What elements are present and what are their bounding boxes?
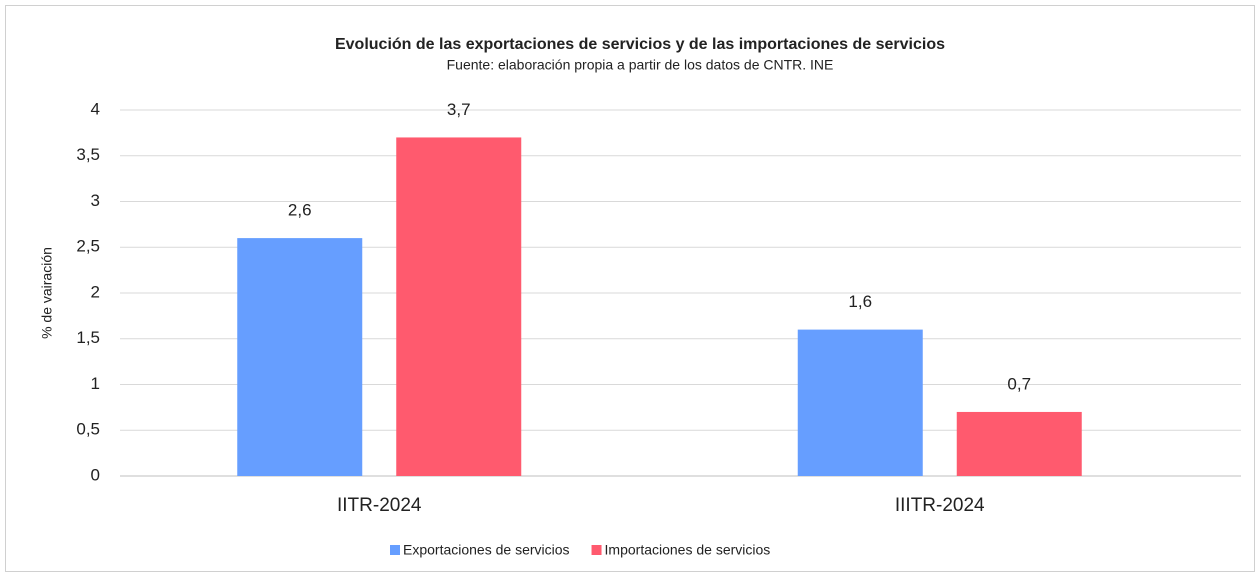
data-label: 2,6 xyxy=(288,201,312,220)
legend-label: Exportaciones de servicios xyxy=(403,542,570,558)
legend-swatch xyxy=(591,545,602,555)
y-tick-label: 2 xyxy=(91,282,100,301)
y-tick-label: 4 xyxy=(91,99,100,118)
y-axis-label: % de vairación xyxy=(39,247,55,339)
data-label: 1,6 xyxy=(848,292,872,311)
y-tick-label: 3 xyxy=(91,191,100,210)
legend-swatch xyxy=(390,545,400,555)
chart-border xyxy=(5,5,1255,572)
bar xyxy=(956,411,1082,476)
x-tick-label: IIITR-2024 xyxy=(895,495,985,516)
y-tick-label: 1 xyxy=(91,374,100,393)
legend-label: Importaciones de servicios xyxy=(605,542,771,558)
chart-subtitle: Fuente: elaboración propia a partir de l… xyxy=(447,57,834,73)
x-tick-label: IITR-2024 xyxy=(337,495,422,516)
y-tick-label: 0,5 xyxy=(76,420,100,439)
y-tick-label: 3,5 xyxy=(76,145,100,164)
chart-title: Evolución de las exportaciones de servic… xyxy=(335,36,945,53)
bar xyxy=(237,238,363,476)
y-tick-label: 1,5 xyxy=(76,328,100,347)
y-tick-label: 0 xyxy=(91,465,100,484)
bar xyxy=(396,137,522,476)
data-label: 3,7 xyxy=(447,100,471,119)
bar xyxy=(797,329,923,476)
data-label: 0,7 xyxy=(1007,374,1031,393)
y-tick-label: 2,5 xyxy=(76,237,100,256)
